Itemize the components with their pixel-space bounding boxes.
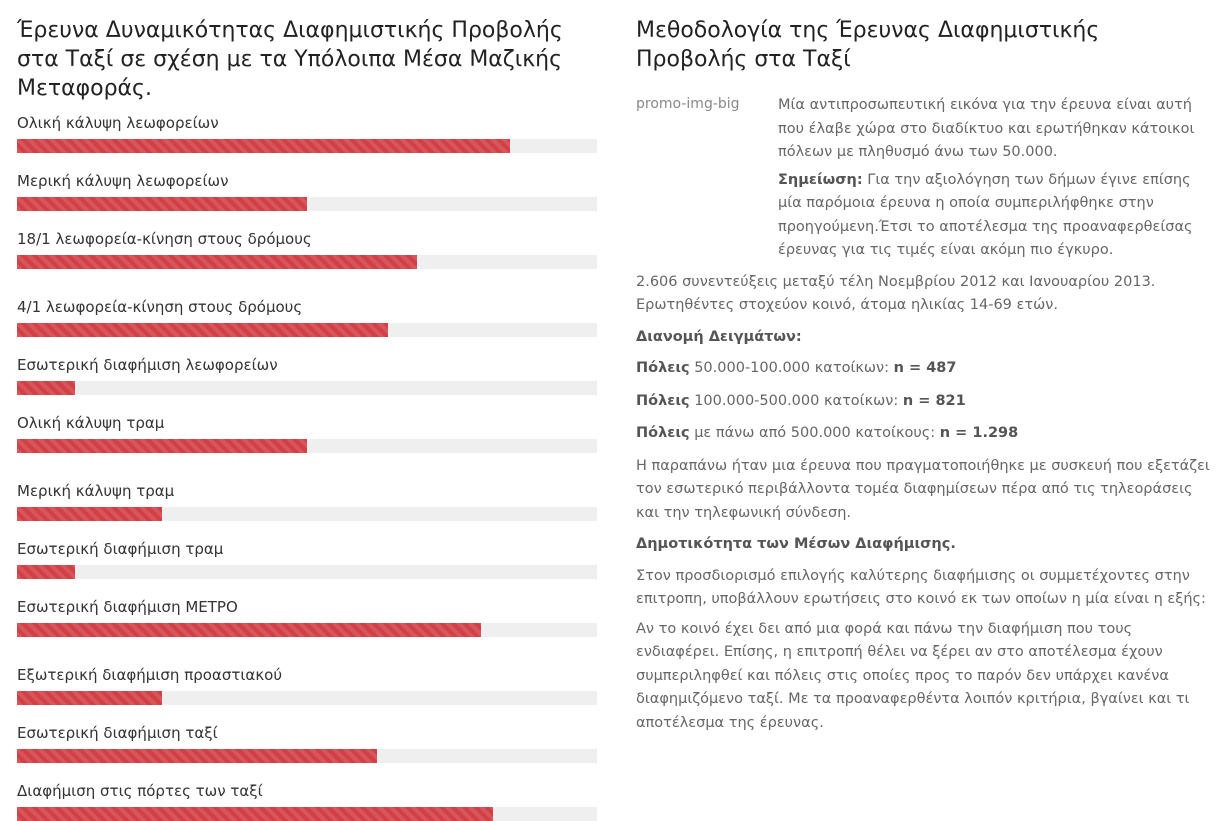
city-label: Πόλεις (636, 392, 690, 409)
bar-track (17, 381, 597, 395)
popularity-paragraph: Στον προσδιορισμό επιλογής καλύτερης δια… (636, 567, 1206, 608)
bar-track (17, 807, 597, 821)
bar-fill (17, 255, 418, 269)
bar-item: Εσωτερική διαφήμιση ΜΕΤΡΟ (17, 597, 597, 637)
city-n: n = 487 (893, 360, 957, 376)
bar-track (17, 691, 597, 705)
bar-label: Μερική κάλυψη τραμ (17, 482, 175, 500)
bar-fill (17, 749, 377, 763)
bar-label: Εξωτερική διαφήμιση προαστιακού (17, 666, 283, 684)
bar-track (17, 323, 597, 337)
survey-bars-section: Έρευνα Δυναμικότητας Διαφημιστικής Προβο… (17, 16, 597, 821)
bar-item: 4/1 λεωφορεία-κίνηση στους δρόμους (17, 297, 597, 337)
bar-fill (17, 139, 510, 153)
bar-label: Εσωτερική διαφήμιση λεωφορείων (17, 356, 278, 374)
city-row: Πόλεις 100.000-500.000 κατοίκων: n = 821 (636, 390, 1216, 414)
city-range: 100.000-500.000 κατοίκων: (689, 392, 903, 409)
interviews-paragraph: 2.606 συνεντεύξεις μεταξύ τέλη Νοεμβρίου… (636, 273, 1156, 314)
city-label: Πόλεις (636, 360, 690, 376)
bar-item: Εσωτερική διαφήμιση τραμ (17, 539, 597, 579)
bar-item: Μερική κάλυψη τραμ (17, 481, 597, 521)
bar-item: Διαφήμιση στις πόρτες των ταξί (17, 781, 597, 821)
intro-paragraph: Μία αντιπροσωπευτική εικόνα για την έρευ… (778, 97, 1195, 160)
bar-fill (17, 623, 481, 637)
bar-fill (17, 197, 307, 211)
bar-item: Ολική κάλυψη λεωφορείων (17, 113, 597, 153)
bar-item: Εσωτερική διαφήμιση ταξί (17, 723, 597, 763)
bar-fill (17, 381, 75, 395)
bar-item: Μερική κάλυψη λεωφορείων (17, 171, 597, 211)
popularity-heading: Δημοτικότητα των Μέσων Διαφήμισης. (636, 536, 956, 552)
bar-item: 18/1 λεωφορεία-κίνηση στους δρόμους (17, 229, 597, 269)
bar-track (17, 255, 597, 269)
bar-track (17, 623, 597, 637)
city-label: Πόλεις (636, 425, 690, 441)
methodology-section: Μεθοδολογία της Έρευνας Διαφημιστικής Πρ… (636, 16, 1216, 741)
bar-label: Εσωτερική διαφήμιση ταξί (17, 724, 218, 742)
distribution-heading: Διανομή Δειγμάτων: (636, 328, 802, 345)
bar-label: Διαφήμιση στις πόρτες των ταξί (17, 782, 263, 800)
bar-track (17, 507, 597, 521)
bar-track (17, 439, 597, 453)
bar-fill (17, 565, 75, 579)
city-row: Πόλεις 50.000-100.000 κατοίκων: n = 487 (636, 357, 1216, 381)
bar-list: Ολική κάλυψη λεωφορείων Μερική κάλυψη λε… (17, 113, 597, 821)
bar-label: Εσωτερική διαφήμιση τραμ (17, 540, 224, 558)
promo-text: Μία αντιπροσωπευτική εικόνα για την έρευ… (778, 94, 1216, 267)
bar-label: Εσωτερική διαφήμιση ΜΕΤΡΟ (17, 598, 238, 616)
bar-fill (17, 807, 493, 821)
bar-fill (17, 691, 162, 705)
bar-label: Μερική κάλυψη λεωφορείων (17, 172, 229, 190)
city-n: n = 1.298 (939, 425, 1019, 441)
survey-title: Έρευνα Δυναμικότητας Διαφημιστικής Προβο… (17, 18, 563, 101)
bar-track (17, 749, 597, 763)
city-range: 50.000-100.000 κατοίκων: (689, 360, 894, 376)
note-label: Σημείωση: (778, 171, 863, 188)
conclusion-paragraph: Αν το κοινό έχει δει από μια φορά και πά… (636, 620, 1190, 731)
bar-label: Ολική κάλυψη τραμ (17, 414, 165, 432)
bar-label: 4/1 λεωφορεία-κίνηση στους δρόμους (17, 298, 303, 316)
bar-track (17, 197, 597, 211)
city-row: Πόλεις με πάνω από 500.000 κατοίκους: n … (636, 422, 1216, 446)
device-paragraph: Η παραπάνω ήταν μια έρευνα που πραγματοπ… (636, 457, 1210, 521)
bar-fill (17, 439, 307, 453)
note-paragraph: Σημείωση: Για την αξιολόγηση των δήμων έ… (778, 169, 1216, 263)
bar-label: 18/1 λεωφορεία-κίνηση στους δρόμους (17, 230, 312, 248)
promo-block: promo-img-big Μία αντιπροσωπευτική εικόν… (636, 94, 1216, 267)
bar-track (17, 565, 597, 579)
bar-fill (17, 507, 162, 521)
bar-item: Ολική κάλυψη τραμ (17, 413, 597, 453)
bar-track (17, 139, 597, 153)
bar-item: Εσωτερική διαφήμιση λεωφορείων (17, 355, 597, 395)
city-n: n = 821 (902, 392, 966, 409)
bar-label: Ολική κάλυψη λεωφορείων (17, 114, 219, 132)
city-range: με πάνω από 500.000 κατοίκους: (689, 425, 940, 441)
bar-item: Εξωτερική διαφήμιση προαστιακού (17, 665, 597, 705)
note-text: Για την αξιολόγηση των δήμων έγινε επίση… (778, 171, 1193, 259)
bar-fill (17, 323, 389, 337)
promo-image-placeholder: promo-img-big (636, 96, 740, 112)
methodology-title: Μεθοδολογία της Έρευνας Διαφημιστικής Πρ… (636, 18, 1100, 72)
